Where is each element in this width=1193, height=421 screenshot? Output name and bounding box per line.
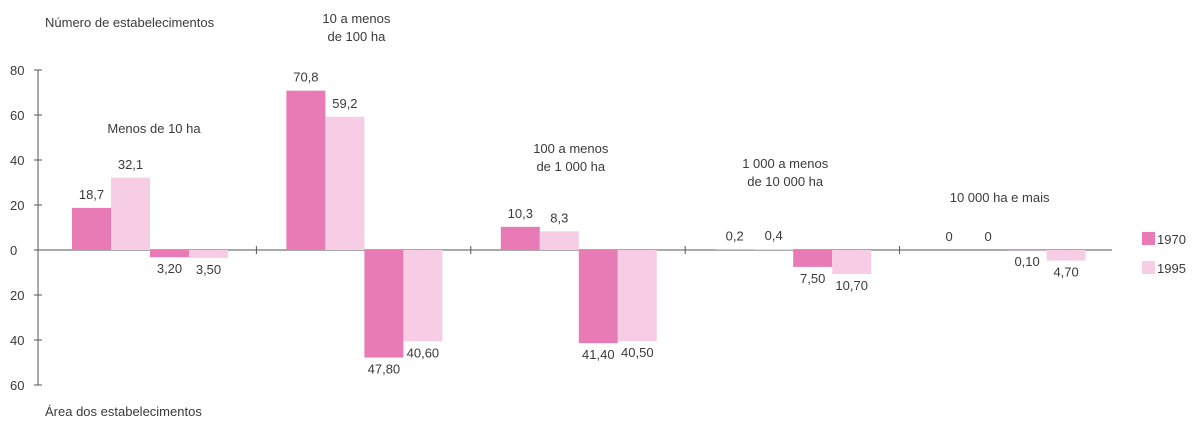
bar-1970-number (286, 90, 326, 250)
bar-1970-area (793, 250, 833, 267)
bar-1970-number (72, 207, 111, 250)
data-label: 10,3 (508, 206, 533, 221)
y-tick-label: 60 (10, 108, 24, 123)
data-label: 47,80 (368, 362, 401, 377)
bar-1995-area (617, 250, 657, 342)
plot-area: 80 60 40 20 0 20 40 60 18,7 32,1 3,20 3,50 Menos de … (10, 11, 1112, 393)
data-label: 70,8 (293, 70, 318, 85)
data-label: 3,50 (196, 262, 221, 277)
y-tick-label: 20 (10, 288, 24, 303)
bar-1995-area (832, 250, 872, 275)
bar-1995-area (1046, 250, 1086, 261)
legend-swatch-1970 (1142, 232, 1155, 245)
bar-1970-number (500, 226, 540, 250)
data-label: 7,50 (800, 271, 825, 286)
data-label: 8,3 (550, 210, 568, 225)
data-label: 0 (984, 229, 991, 244)
data-label: 4,70 (1053, 265, 1078, 280)
category-label: de 1 000 ha (536, 159, 605, 174)
data-label: 59,2 (332, 96, 357, 111)
data-label: 0,4 (765, 228, 783, 243)
data-label: 40,60 (407, 345, 440, 360)
category-label: 10 a menos (322, 11, 390, 26)
data-label: 3,20 (157, 261, 182, 276)
data-label: 18,7 (79, 187, 104, 202)
bar-1970-area (578, 250, 618, 344)
y-axis-label-bottom: Área dos estabelecimentos (45, 404, 202, 419)
bar-1995-area (403, 250, 443, 342)
category-label: de 100 ha (327, 29, 386, 44)
legend-label: 1970 (1157, 232, 1186, 247)
y-tick-label: 40 (10, 333, 24, 348)
data-label: 10,70 (835, 278, 868, 293)
data-label: 0 (945, 229, 952, 244)
y-axis-label-top: Número de estabelecimentos (45, 15, 215, 30)
y-tick-label: 0 (10, 243, 17, 258)
bar-1970-area (364, 250, 404, 358)
legend-label: 1995 (1157, 261, 1186, 276)
y-tick-label: 20 (10, 198, 24, 213)
data-label: 0,10 (1014, 254, 1039, 269)
category-label: 10 000 ha e mais (950, 190, 1050, 205)
data-label: 41,40 (582, 347, 615, 362)
category-label: de 10 000 ha (747, 174, 824, 189)
legend: 1970 1995 (1142, 232, 1186, 276)
bar-1995-number (539, 231, 579, 250)
bar-1995-number (325, 116, 365, 250)
category-label: 1 000 a menos (742, 156, 829, 171)
y-tick-label: 60 (10, 378, 24, 393)
y-tick-label: 80 (10, 63, 24, 78)
legend-swatch-1995 (1142, 261, 1155, 274)
category-label: 100 a menos (533, 141, 609, 156)
bar-1970-area (150, 250, 189, 258)
data-label: 32,1 (118, 157, 143, 172)
data-label: 0,2 (726, 229, 744, 244)
bar-1995-area (189, 250, 228, 258)
data-label: 40,50 (621, 345, 654, 360)
bar-1995-number (754, 249, 794, 250)
category-label: Menos de 10 ha (107, 121, 201, 136)
bar-1995-number (111, 177, 150, 250)
y-tick-label: 40 (10, 153, 24, 168)
